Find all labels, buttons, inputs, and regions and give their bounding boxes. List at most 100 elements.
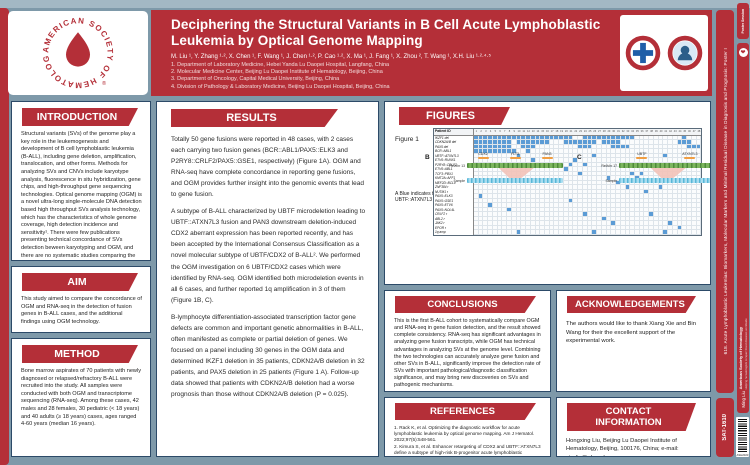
method-section: METHOD Bone marrow aspirates of 70 patie… [11,338,151,457]
session-title-text: 618. Acute Lymphoblastic Leukemias: Biom… [722,48,728,355]
affiliation-line: 4. Division of Pathology & Laboratory Me… [171,83,390,90]
panel-c-label: C [577,154,582,161]
conclusions-body: This is the first B-ALL cohort to system… [394,318,541,389]
gene-marker-icon [477,156,489,160]
figure-panel-c: C UBTF ATXN7L3 Ref/chr 17 Sample [577,152,710,188]
reference-item: 1. Rack K, et al. Optimizing the diagnos… [394,425,535,443]
gene-markers: CDX2 FLT3 PAN3 [467,152,563,161]
oncoprint-row: ZNF384 r [434,185,702,190]
gene-marker-icon [684,156,696,160]
figure-panel-b: B CDX2 FLT3 PAN3 Ref/chr 13 Sample [425,152,565,188]
affiliation-line: 2. Molecular Medicine Center, Beijing Lu… [171,69,383,76]
deletion-wedge [498,167,535,178]
aim-heading: AIM [22,273,138,291]
oncoprint-row: CRLF2 r [434,212,702,217]
method-heading: METHOD [22,345,138,363]
oncoprint-row: ABL2 r [434,216,702,221]
gene-marker-icon [509,156,521,160]
oncoprint-row: PAX5::ETV6 [434,203,702,208]
results-paragraph: A subtype of B-ALL characterized by UBTF… [171,208,366,304]
reference-item: 2. Kimura S, et al. Enhancer retargeting… [394,444,541,456]
hospital-logos-box [620,15,708,91]
barcode-stripes-icon [738,419,747,452]
introduction-heading: INTRODUCTION [22,108,138,126]
ash-tagline-text: Helping hematologists conquer blood dise… [744,318,748,390]
acknowledgements-heading: ACKNOWLEDGEMENTS [567,296,696,313]
ash-mini-logo-icon: ❤ [738,48,748,57]
references-section: REFERENCES 1. Rack K, et al. Optimizing … [384,397,551,457]
blood-drop-icon [66,32,90,67]
results-section: RESULTS Totally 50 gene fusions were rep… [156,101,379,457]
reference-track [467,163,563,168]
poster-number-tab: SAT-1610 [716,398,734,457]
aim-body: This study aimed to compare the concorda… [21,296,142,325]
conclusions-heading: CONCLUSIONS [395,296,536,313]
presenter-name-text: Ming Liu [740,391,746,408]
acknowledgements-body: The authors would like to thank Xiang Xi… [566,321,697,345]
gene-annotation: CDX2 [477,152,489,161]
barcode-label: ASH2023 [736,453,749,457]
ref-track-label: Ref/chr 17 [601,163,617,168]
oncoprint-row: EPOR r [434,225,702,230]
figures-section: FIGURES Figure 1 A Patient ID12345678910… [384,101,711,285]
session-title-rail: 618. Acute Lymphoblastic Leukemias: Biom… [716,10,734,393]
left-accent-strip [0,8,9,465]
oncoprint-row: PAX5::GSE1 [434,198,702,203]
lu-daopei-medical-group-logo-icon [625,35,661,71]
poster-title: Deciphering the Structural Variants in B… [171,17,601,48]
sample-track [467,178,563,183]
results-heading: RESULTS [171,109,338,127]
gene-annotation: PAN3 [541,152,553,161]
results-paragraph: B-lymphocyte differentiation-associated … [171,313,365,399]
oncoprint-row: 1q amp [434,230,702,235]
oncoprint-row: CDKN2A/B del [434,140,702,145]
affiliation-line: 1. Department of Laboratory Medicine, He… [171,61,390,68]
genome-track-panels: B CDX2 FLT3 PAN3 Ref/chr 13 Sample C UBTF A… [409,152,710,188]
introduction-body: Structural variants (SVs) of the genome … [21,131,142,259]
gene-markers: UBTF ATXN7L3 [619,152,710,161]
panel-b-label: B [425,154,430,161]
oncoprint-row: NUTM1 r [434,189,702,194]
oncoprint-row: BCR::ABL1 [434,149,702,154]
top-edge-bar [0,0,750,8]
gene-annotation: UBTF [636,152,648,161]
figure-1-panel-a: Figure 1 A Patient ID1234567891011121314… [395,128,702,236]
poster-session-tab: Poster Session [737,3,749,39]
lu-daopei-institute-logo-icon [667,35,703,71]
deletion-wedge [650,167,687,178]
references-body: 1. Rack K, et al. Optimizing the diagnos… [385,423,550,456]
sample-track-label: Sample [605,178,618,183]
registered-mark: ® [102,80,107,87]
sample-track-label: Sample [453,178,466,183]
author-list: M. Liu ¹, Y. Zhang ¹·², X. Chen ¹, F. Wa… [171,53,491,60]
ash-logo-box: AMERICAN SOCIETY OF HEMATOLOGY ® [8,11,148,95]
gene-annotation: ATXN7L3 [682,152,698,161]
ash-branding-rail: ❤ American Society of Hematology Helping… [737,43,749,413]
ash-society-logo-icon: AMERICAN SOCIETY OF HEMATOLOGY ® [38,13,113,90]
aim-section: AIM This study aimed to compare the conc… [11,266,151,333]
sample-track [619,178,710,183]
ref-track-label: Ref/chr 13 [449,163,465,168]
figures-heading: FIGURES [399,107,510,125]
references-heading: REFERENCES [395,403,536,420]
introduction-section: INTRODUCTION Structural variants (SVs) o… [11,101,151,261]
reference-track [619,163,710,168]
poster-masthead: Deciphering the Structural Variants in B… [151,10,712,96]
oncoprint-grid: Patient ID 1 2 3 4 5 6 7 8 9 10 11 12 13 14 15 16 17 18 19 2… [433,128,702,236]
poster-number-text: SAT-1610 [722,414,728,441]
ash-name-text: American Society of Hematology [738,326,743,390]
contact-section: CONTACT INFORMATION Hongxing Liu, Beijin… [556,397,711,457]
ash-rail-text: American Society of Hematology Helping h… [738,60,748,389]
acknowledgements-section: ACKNOWLEDGEMENTS The authors would like … [556,290,711,392]
method-body: Bone marrow aspirates of 70 patients wit… [21,368,142,428]
oncoprint-row: PAX5::ELK3 [434,194,702,199]
figure-number-label: Figure 1 [395,136,419,143]
affiliation-line: 3. Department of Oncology, Capital Medic… [171,76,340,83]
poster-session-text: Poster Session [741,8,745,34]
contact-body: Hongxing Liu, Beijing Lu Daopei Institut… [566,438,679,456]
gene-marker-icon [541,156,553,160]
oncoprint-row: JAK2 r [434,221,702,226]
results-paragraph: Totally 50 gene fusions were reported in… [171,136,364,199]
contact-heading: CONTACT INFORMATION [567,403,696,431]
